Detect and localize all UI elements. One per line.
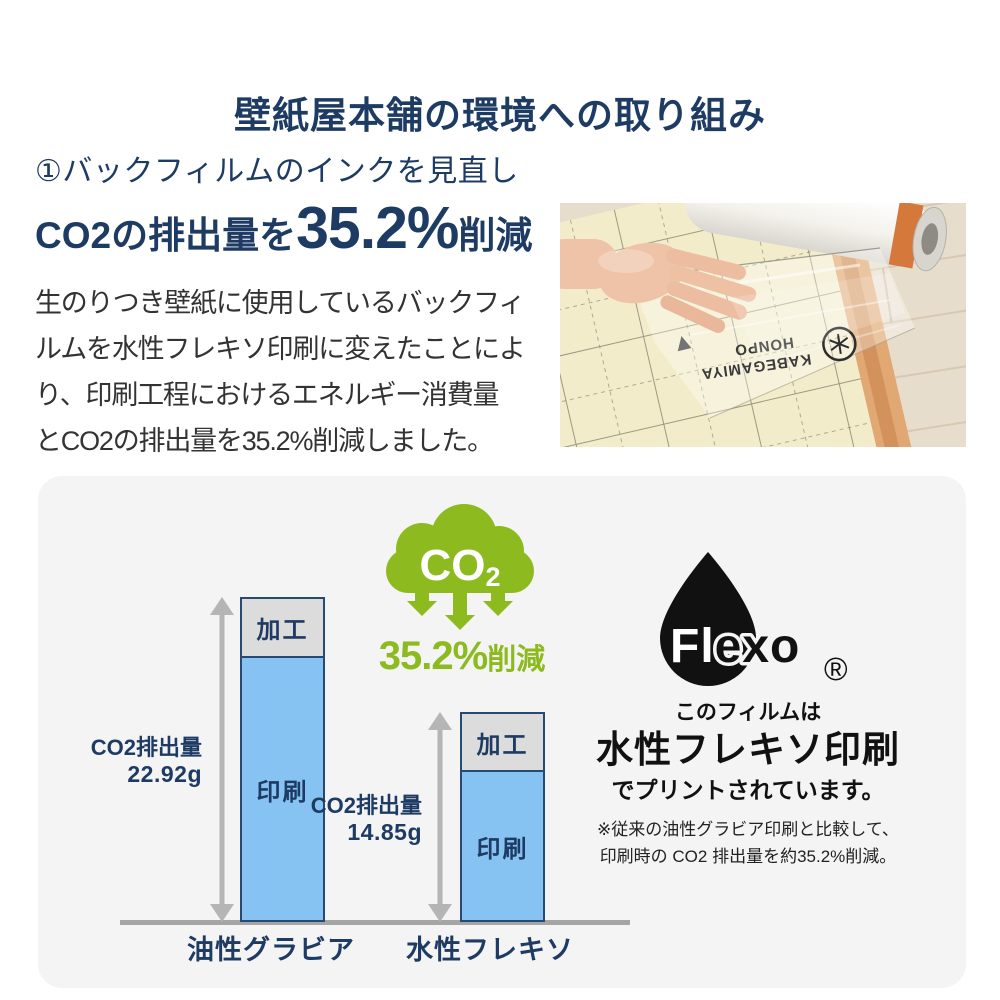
value-amount: 22.92g bbox=[127, 761, 202, 787]
measure-arrow-right bbox=[428, 712, 452, 922]
co2-icon-text: CO bbox=[419, 541, 485, 590]
bar-segment-processing: 加工 bbox=[462, 714, 543, 772]
page-title: 壁紙屋本舗の環境への取り組み bbox=[234, 94, 766, 136]
backing-film-photo: KABEGAMIYA HONPO bbox=[560, 203, 966, 447]
measure-arrow-left bbox=[210, 597, 234, 922]
intro-paragraph: 生のりつき壁紙に使用しているバックフィ ルムを水性フレキソ印刷に変えたことによ … bbox=[35, 288, 526, 456]
value-label-oil: CO2排出量 22.92g bbox=[38, 734, 202, 788]
bar-segment-printing: 印刷 bbox=[242, 658, 323, 920]
subhead-percentage: 35.2% bbox=[296, 195, 459, 261]
flexo-logo: Flexo ® bbox=[660, 552, 848, 687]
flexo-logo-text-white: Fl bbox=[670, 620, 715, 673]
subhead-suffix: 削減 bbox=[458, 215, 533, 256]
svg-text:CO2: CO2 bbox=[419, 541, 500, 592]
value-amount: 14.85g bbox=[347, 819, 422, 845]
photo-illustration: KABEGAMIYA HONPO bbox=[560, 203, 966, 447]
reduction-suffix: 削減 bbox=[487, 644, 546, 676]
intro-heading: ①バックフィルムのインクを見直し bbox=[35, 155, 519, 188]
category-label-oil-gravure: 油性グラビア bbox=[187, 935, 355, 965]
wallpaper-roll bbox=[685, 203, 947, 272]
value-caption: CO2排出量 bbox=[90, 735, 202, 760]
segment-label: 印刷 bbox=[256, 778, 309, 806]
droplet-icon bbox=[660, 552, 756, 686]
flexo-caption-top: このフィルムは bbox=[674, 701, 822, 724]
segment-label: 印刷 bbox=[476, 835, 529, 863]
film-over-fingers bbox=[730, 273, 905, 363]
svg-text:Flexo: Flexo bbox=[670, 620, 800, 673]
intro-section: ①バックフィルムのインクを見直し CO2の排出量を35.2%削減 生のりつき壁紙… bbox=[35, 146, 565, 464]
flexo-block: Flexo ® このフィルムは 水性フレキソ印刷 でプリントされています。 ※従… bbox=[558, 546, 938, 870]
chart-baseline-axis bbox=[120, 920, 630, 925]
flexo-caption-main: 水性フレキソ印刷 bbox=[596, 729, 900, 770]
reduction-percentage: 35.2% bbox=[378, 634, 488, 678]
print-mark bbox=[677, 335, 692, 352]
co2-icon-sub: 2 bbox=[485, 562, 500, 592]
bar-segment-processing: 加工 bbox=[242, 599, 323, 658]
category-label-water-flexo: 水性フレキソ bbox=[406, 935, 574, 965]
intro-subheading: CO2の排出量を35.2%削減 bbox=[35, 196, 565, 268]
flexo-note: ※従来の油性グラビア印刷と比較して、 印刷時の CO2 排出量を約35.2%削減… bbox=[597, 820, 899, 866]
subhead-prefix: CO2の排出量を bbox=[35, 215, 297, 256]
hand bbox=[560, 239, 757, 333]
reduction-label: 35.2%削減 bbox=[332, 634, 592, 687]
flexo-logo-text-black: exo bbox=[715, 620, 801, 673]
co2-cloud-icon: CO2 bbox=[386, 504, 534, 630]
segment-label: 加工 bbox=[476, 731, 529, 759]
segment-label: 加工 bbox=[256, 617, 309, 644]
value-caption: CO2排出量 bbox=[310, 793, 422, 818]
registered-trademark: ® bbox=[824, 651, 848, 687]
bar-water-flexo: 加工 印刷 bbox=[460, 712, 545, 922]
bar-oil-gravure: 加工 印刷 bbox=[240, 597, 325, 922]
flexo-caption-bottom: でプリントされています。 bbox=[611, 777, 885, 803]
value-label-flexo: CO2排出量 14.85g bbox=[166, 792, 422, 846]
bar-segment-printing: 印刷 bbox=[462, 772, 543, 920]
comparison-panel: 加工 印刷 CO2排出量 22.92g 加工 印刷 CO2排出量 14.85g … bbox=[38, 476, 966, 988]
roll-core bbox=[921, 223, 939, 255]
